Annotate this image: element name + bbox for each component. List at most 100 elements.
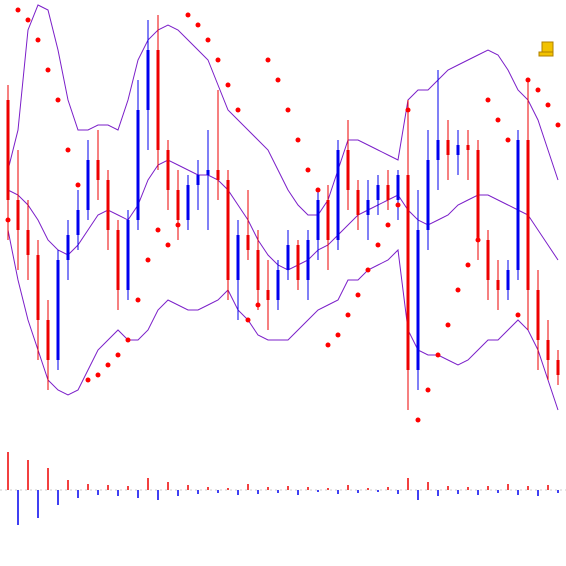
histogram-bar	[557, 490, 559, 493]
sar-dot	[45, 67, 51, 73]
candle-body	[456, 145, 460, 155]
histogram-bar	[57, 490, 59, 505]
histogram-bar	[537, 490, 539, 496]
sar-dot	[495, 117, 501, 123]
sar-dot	[145, 257, 151, 263]
histogram-bar	[397, 490, 399, 494]
histogram-bar	[327, 488, 329, 490]
candle-body	[406, 175, 410, 370]
histogram-bar	[477, 490, 479, 495]
histogram-bar	[197, 490, 199, 494]
candle-body	[176, 190, 180, 220]
sar-dot	[245, 317, 251, 323]
sar-dot	[275, 77, 281, 83]
sar-dot	[235, 107, 241, 113]
histogram-bar	[177, 490, 179, 496]
candle-body	[496, 280, 500, 290]
sar-dot	[185, 12, 191, 18]
candle-body	[376, 185, 380, 200]
icon-base	[538, 51, 554, 57]
sar-dot	[475, 237, 481, 243]
histogram-bar	[417, 490, 419, 500]
candle-body	[266, 290, 270, 300]
histogram-bar	[67, 480, 69, 490]
histogram-bar	[487, 486, 489, 490]
sar-dot	[435, 352, 441, 358]
histogram-bar	[227, 488, 229, 490]
sar-dot	[455, 287, 461, 293]
candle-body	[346, 150, 350, 190]
candle-body	[516, 140, 520, 270]
histogram-bar	[377, 490, 379, 492]
histogram-bar	[467, 487, 469, 490]
sar-dot	[305, 167, 311, 173]
candle-body	[556, 360, 560, 375]
candle-body	[26, 230, 30, 255]
histogram-bar	[307, 487, 309, 490]
sar-dot	[505, 137, 511, 143]
candle-body	[286, 245, 290, 270]
histogram-bar	[527, 486, 529, 490]
candle-body	[546, 340, 550, 360]
candle-body	[306, 240, 310, 280]
histogram-bar	[387, 487, 389, 490]
histogram-bar	[217, 490, 219, 493]
histogram-bar	[497, 490, 499, 493]
sar-dot	[345, 312, 351, 318]
sar-dot	[445, 322, 451, 328]
candle-body	[56, 260, 60, 360]
histogram-bar	[297, 490, 299, 495]
histogram-bar	[207, 487, 209, 490]
histogram-bar	[137, 490, 139, 498]
histogram-bar	[507, 484, 509, 490]
sar-dot	[115, 352, 121, 358]
candle-body	[96, 160, 100, 180]
candle-body	[256, 250, 260, 290]
sar-dot	[225, 82, 231, 88]
candle-body	[186, 185, 190, 220]
histogram-bar	[147, 478, 149, 490]
candle-body	[316, 200, 320, 240]
sar-dot	[205, 37, 211, 43]
sar-dot	[555, 122, 561, 128]
histogram-bar	[357, 490, 359, 493]
sar-dot	[35, 37, 41, 43]
candle-body	[36, 255, 40, 320]
sar-dot	[15, 7, 21, 13]
histogram-bar	[447, 486, 449, 490]
candle-body	[136, 110, 140, 220]
sar-dot	[315, 187, 321, 193]
sar-dot	[155, 227, 161, 233]
histogram-bar	[437, 490, 439, 496]
sar-dot	[355, 292, 361, 298]
sar-dot	[105, 362, 111, 368]
sar-dot	[95, 372, 101, 378]
histogram-bar	[127, 486, 129, 490]
histogram-bar	[27, 460, 29, 490]
sar-dot	[125, 337, 131, 343]
histogram-bar	[7, 452, 9, 490]
candle-body	[326, 200, 330, 240]
candle-body	[246, 235, 250, 250]
histogram-bar	[97, 490, 99, 495]
histogram-bar	[347, 485, 349, 490]
histogram-bar	[167, 482, 169, 490]
histogram-bar	[17, 490, 19, 525]
histogram-bar	[287, 486, 289, 490]
lower-band	[7, 229, 559, 411]
histogram-bar	[547, 485, 549, 490]
sar-dot	[545, 102, 551, 108]
histogram-bar	[37, 490, 39, 518]
candle-body	[386, 185, 390, 200]
candle-body	[426, 160, 430, 230]
sar-dot	[255, 302, 261, 308]
sar-dot	[375, 242, 381, 248]
histogram-bar	[237, 490, 239, 495]
histogram-bar	[87, 484, 89, 490]
sar-dot	[325, 342, 331, 348]
histogram-bar	[47, 468, 49, 490]
candle-body	[126, 220, 130, 290]
middle-band	[7, 159, 559, 271]
sar-dot	[535, 87, 541, 93]
